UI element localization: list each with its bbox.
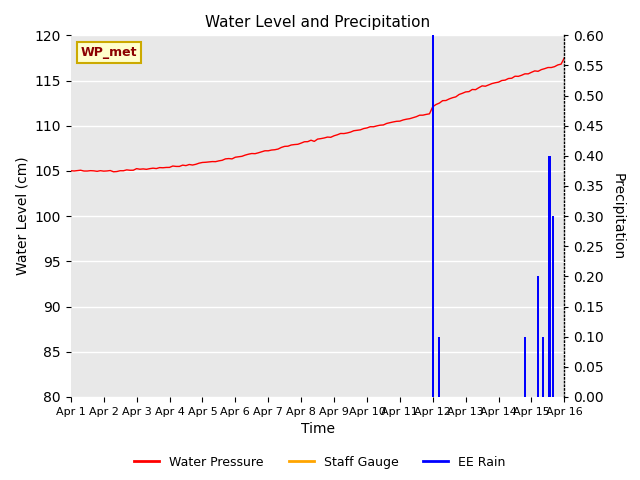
X-axis label: Time: Time [301,422,335,436]
Y-axis label: Precipitation: Precipitation [611,173,625,260]
Bar [548,156,551,397]
Y-axis label: Water Level (cm): Water Level (cm) [15,157,29,276]
Title: Water Level and Precipitation: Water Level and Precipitation [205,15,430,30]
Bar [537,276,540,397]
Bar [552,216,554,397]
Bar [542,336,544,397]
Legend: Water Pressure, Staff Gauge, EE Rain: Water Pressure, Staff Gauge, EE Rain [129,451,511,474]
Bar [438,336,440,397]
Bar [524,336,526,397]
Bar [431,36,434,397]
Text: WP_met: WP_met [81,46,137,59]
